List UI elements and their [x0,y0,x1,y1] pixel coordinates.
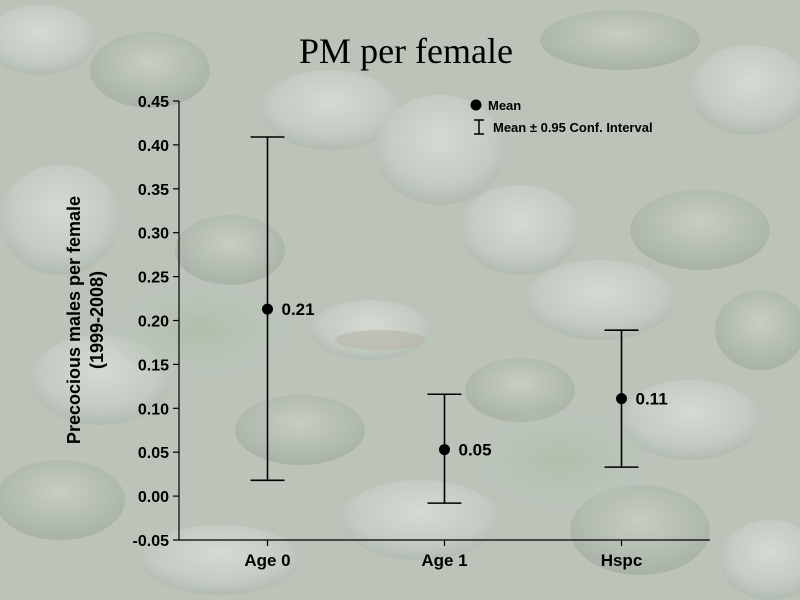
y-tick-label: 0.00 [138,489,169,506]
y-tick-label: 0.05 [138,445,169,462]
y-tick-label: -0.05 [133,533,170,550]
legend-ci-label: Mean ± 0.95 Conf. Interval [493,120,653,135]
mean-point [616,393,627,405]
x-category-label: Age 0 [244,551,290,570]
legend-mean-label: Mean [488,98,521,113]
chart-title: PM per female [299,31,513,71]
y-tick-label: 0.15 [138,357,169,374]
error-bars: 0.21 0.05 0.11 [250,136,668,504]
mean-point [262,303,273,315]
mean-point [439,444,450,456]
legend-mean-marker [470,99,482,111]
y-axis-label-line-1: Precocious males per female [64,196,84,444]
y-axis-label: Precocious males per female (1999-2008) [64,196,107,444]
y-axis-label-line-2: (1999-2008) [87,271,107,369]
y-tick-label: 0.25 [138,270,169,287]
mean-value-label: 0.11 [636,390,668,409]
x-categories: Age 0 Age 1 Hspc [244,540,642,570]
mean-value-label: 0.21 [282,300,315,319]
x-category-label: Hspc [601,551,643,570]
y-tick-label: 0.45 [138,94,169,111]
y-tick-label: 0.10 [138,401,169,418]
mean-value-label: 0.05 [459,441,492,460]
legend: Mean Mean ± 0.95 Conf. Interval [470,98,653,135]
legend-ci-marker [474,119,484,135]
y-ticks: -0.05 0.00 0.05 0.10 0.15 0.20 0.25 0.30 0.35 0.4… [133,94,179,550]
x-category-label: Age 1 [421,551,467,570]
y-tick-label: 0.30 [138,226,169,243]
y-tick-label: 0.20 [138,314,169,331]
y-tick-label: 0.35 [138,182,169,199]
y-tick-label: 0.40 [138,138,169,155]
